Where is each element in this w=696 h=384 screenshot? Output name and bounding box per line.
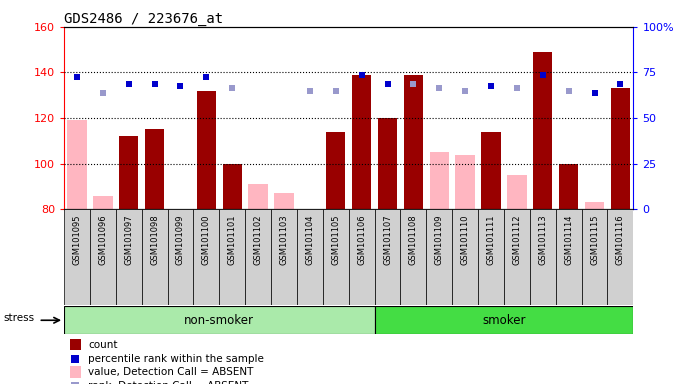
Bar xyxy=(555,209,582,305)
Bar xyxy=(504,209,530,305)
Bar xyxy=(429,152,449,209)
Bar xyxy=(274,193,294,209)
Text: GSM101115: GSM101115 xyxy=(590,214,599,265)
Text: GSM101103: GSM101103 xyxy=(280,214,289,265)
Bar xyxy=(68,120,87,209)
Text: GSM101109: GSM101109 xyxy=(435,214,444,265)
Bar xyxy=(404,75,423,209)
Text: GSM101108: GSM101108 xyxy=(409,214,418,265)
Bar xyxy=(116,209,142,305)
Text: GDS2486 / 223676_at: GDS2486 / 223676_at xyxy=(64,12,223,25)
Bar xyxy=(142,209,168,305)
Text: GSM101105: GSM101105 xyxy=(331,214,340,265)
Bar xyxy=(585,202,604,209)
Bar xyxy=(90,209,116,305)
Bar xyxy=(533,52,553,209)
Bar xyxy=(223,164,242,209)
Text: count: count xyxy=(88,340,118,350)
Bar xyxy=(455,155,475,209)
Bar xyxy=(452,209,478,305)
Bar xyxy=(608,209,633,305)
Text: GSM101113: GSM101113 xyxy=(538,214,547,265)
Bar xyxy=(352,75,372,209)
Bar xyxy=(197,91,216,209)
Bar xyxy=(326,132,345,209)
Bar xyxy=(378,118,397,209)
Text: GSM101106: GSM101106 xyxy=(357,214,366,265)
Text: GSM101096: GSM101096 xyxy=(98,214,107,265)
Text: GSM101097: GSM101097 xyxy=(124,214,133,265)
Text: GSM101099: GSM101099 xyxy=(176,214,185,265)
Bar xyxy=(427,209,452,305)
Text: GSM101102: GSM101102 xyxy=(253,214,262,265)
Bar xyxy=(349,209,374,305)
Text: rank, Detection Call = ABSENT: rank, Detection Call = ABSENT xyxy=(88,381,248,384)
Bar xyxy=(530,209,555,305)
Bar xyxy=(323,209,349,305)
Text: GSM101101: GSM101101 xyxy=(228,214,237,265)
Bar xyxy=(70,339,81,350)
Text: smoker: smoker xyxy=(482,314,525,327)
Text: GSM101095: GSM101095 xyxy=(72,214,81,265)
Text: stress: stress xyxy=(3,313,34,323)
Text: percentile rank within the sample: percentile rank within the sample xyxy=(88,354,264,364)
Bar xyxy=(248,184,268,209)
Bar xyxy=(70,366,81,377)
Text: GSM101111: GSM101111 xyxy=(487,214,496,265)
Bar xyxy=(93,195,113,209)
Bar xyxy=(610,88,630,209)
Bar xyxy=(119,136,139,209)
Bar xyxy=(400,209,427,305)
Text: GSM101110: GSM101110 xyxy=(461,214,470,265)
Text: GSM101114: GSM101114 xyxy=(564,214,574,265)
Text: value, Detection Call = ABSENT: value, Detection Call = ABSENT xyxy=(88,367,253,377)
Bar xyxy=(582,209,608,305)
Text: GSM101104: GSM101104 xyxy=(306,214,315,265)
Text: GSM101100: GSM101100 xyxy=(202,214,211,265)
Text: non-smoker: non-smoker xyxy=(184,314,254,327)
Text: GSM101116: GSM101116 xyxy=(616,214,625,265)
Text: GSM101107: GSM101107 xyxy=(383,214,392,265)
Bar xyxy=(559,164,578,209)
Text: GSM101112: GSM101112 xyxy=(512,214,521,265)
Bar xyxy=(168,209,193,305)
Bar xyxy=(374,209,400,305)
Bar xyxy=(482,132,500,209)
Bar xyxy=(193,209,219,305)
Bar xyxy=(64,306,374,334)
Bar xyxy=(64,209,90,305)
Bar xyxy=(297,209,323,305)
Bar xyxy=(507,175,527,209)
Bar xyxy=(271,209,297,305)
Bar xyxy=(374,306,633,334)
Bar xyxy=(478,209,504,305)
Bar xyxy=(145,129,164,209)
Bar xyxy=(245,209,271,305)
Bar xyxy=(219,209,245,305)
Text: GSM101098: GSM101098 xyxy=(150,214,159,265)
